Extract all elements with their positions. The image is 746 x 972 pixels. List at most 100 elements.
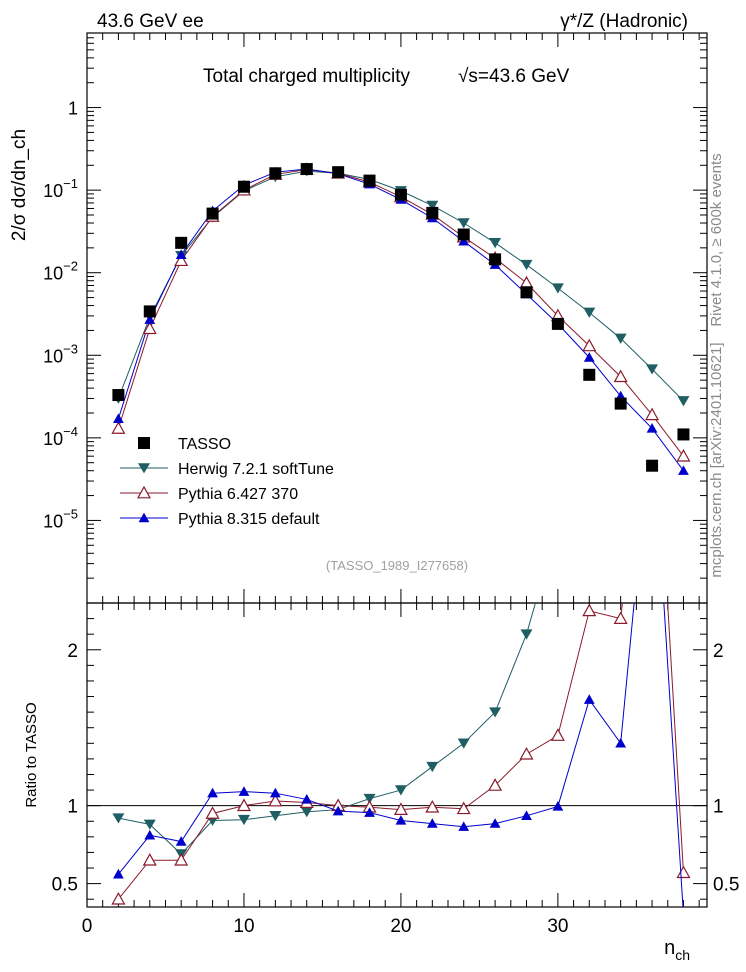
x-tick-label: 20 xyxy=(390,916,411,937)
ratio-point-pythia-6-427-370 xyxy=(393,802,408,815)
main-point-tasso xyxy=(520,286,533,299)
main-line-pythia-6-427-370 xyxy=(117,168,684,457)
main-point-tasso xyxy=(583,368,596,381)
ratio-point-herwig-7-2-1-softtune xyxy=(552,520,564,530)
ratio-point-pythia-8-315-default xyxy=(364,807,375,817)
ratio-point-pythia-8-315-default xyxy=(144,829,156,840)
main-point-tasso xyxy=(363,174,376,187)
main-point-herwig-7-2-1-softtune xyxy=(520,259,533,271)
legend-label-pythia-6-427-370: Pythia 6.427 370 xyxy=(178,486,298,503)
ratio-point-pythia-8-315-default xyxy=(175,836,187,846)
main-point-pythia-6-427-370 xyxy=(174,253,189,267)
main-point-pythia-8-315-default xyxy=(678,465,689,475)
main-point-tasso xyxy=(143,305,156,318)
legend-label-pythia-8-315-default: Pythia 8.315 default xyxy=(178,511,320,528)
main-point-tasso xyxy=(646,459,659,472)
main-y-tick-label: 10−5 xyxy=(43,506,78,531)
main-point-tasso xyxy=(489,253,502,266)
main-point-herwig-7-2-1-softtune xyxy=(551,283,564,294)
ratio-point-pythia-8-315-default xyxy=(426,818,438,828)
main-point-tasso xyxy=(300,163,313,176)
ratio-point-pythia-6-427-370 xyxy=(646,332,658,343)
main-point-tasso xyxy=(112,389,125,402)
main-point-pythia-6-427-370 xyxy=(142,321,157,335)
header-right-label: γ*/Z (Hadronic) xyxy=(560,11,688,32)
ratio-point-herwig-7-2-1-softtune xyxy=(112,813,125,824)
main-point-pythia-6-427-370 xyxy=(111,421,126,434)
ratio-point-herwig-7-2-1-softtune xyxy=(363,793,376,805)
ratio-point-pythia-6-427-370 xyxy=(519,746,534,760)
x-axis-title-subscript: ch xyxy=(675,947,690,963)
ratio-point-pythia-8-315-default xyxy=(458,821,470,831)
ratio-point-pythia-6-427-370 xyxy=(425,799,440,813)
ratio-point-herwig-7-2-1-softtune xyxy=(300,807,313,818)
main-y-tick-label: 1 xyxy=(68,99,78,119)
ratio-panel-frame xyxy=(86,602,708,908)
legend-marker-pythia-6-427-370 xyxy=(136,485,152,499)
main-point-herwig-7-2-1-softtune xyxy=(489,238,502,249)
ratio-point-herwig-7-2-1-softtune xyxy=(457,738,470,749)
main-point-tasso xyxy=(206,207,219,220)
ratio-point-pythia-6-427-370 xyxy=(550,728,565,741)
main-point-pythia-8-315-default xyxy=(458,235,470,246)
ratio-point-pythia-6-427-370 xyxy=(488,778,503,791)
ratio-y-tick-label: 1 xyxy=(67,797,78,818)
main-point-tasso xyxy=(394,188,407,201)
main-y-tick-label: 10−4 xyxy=(43,424,78,449)
ratio-point-pythia-8-315-default xyxy=(207,787,218,798)
ratio-point-pythia-6-427-370 xyxy=(676,865,691,879)
main-point-tasso xyxy=(551,317,564,330)
ratio-point-pythia-6-427-370 xyxy=(174,852,189,866)
header-left-label: 43.6 GeV ee xyxy=(97,11,204,32)
ratio-point-pythia-6-427-370 xyxy=(142,852,157,866)
main-point-tasso xyxy=(426,206,439,219)
main-point-tasso xyxy=(332,166,345,179)
tick-label-exponent: −1 xyxy=(63,176,78,191)
ratio-point-pythia-8-315-default xyxy=(238,786,250,796)
main-point-tasso xyxy=(175,236,188,249)
x-tick-label: 0 xyxy=(82,916,93,937)
ratio-point-pythia-8-315-default xyxy=(332,805,344,816)
tick-label-exponent: −3 xyxy=(63,341,78,356)
x-tick-label: 30 xyxy=(547,916,568,937)
ratio-point-herwig-7-2-1-softtune xyxy=(489,707,502,718)
main-point-pythia-6-427-370 xyxy=(676,448,691,462)
ratio-point-pythia-8-315-default xyxy=(269,787,281,798)
main-y-tick-label: 10−3 xyxy=(43,341,78,366)
ratio-point-pythia-8-315-default xyxy=(301,794,313,804)
main-y-axis-title: 2/σ dσ/dn_ch xyxy=(9,129,30,241)
ratio-y-tick-label: 2 xyxy=(67,641,78,662)
ratio-point-pythia-6-427-370 xyxy=(205,806,220,819)
plot-title: Total charged multiplicity xyxy=(203,66,410,87)
main-point-tasso xyxy=(457,228,470,241)
ratio-point-pythia-6-427-370 xyxy=(613,611,628,624)
tick-label-exponent: −4 xyxy=(63,424,78,439)
ratio-point-pythia-8-315-default xyxy=(615,737,627,748)
ratio-point-pythia-6-427-370 xyxy=(111,891,126,905)
ratio-point-herwig-7-2-1-softtune xyxy=(520,629,533,640)
rivet-version-label: Rivet 4.1.0, ≥ 600k events xyxy=(708,153,725,326)
energy-label: √s=43.6 GeV xyxy=(458,66,570,87)
ratio-y-tick-label: 0.5 xyxy=(52,875,78,896)
tick-label-exponent: −5 xyxy=(63,506,78,521)
ratio-point-pythia-8-315-default xyxy=(521,810,532,820)
ratio-point-pythia-6-427-370 xyxy=(456,801,471,815)
legend-label-herwig-7-2-1-softtune: Herwig 7.2.1 softTune xyxy=(178,461,334,478)
main-point-tasso xyxy=(614,397,627,410)
ratio-point-pythia-8-315-default xyxy=(489,818,501,828)
main-point-pythia-6-427-370 xyxy=(582,338,597,352)
ratio-point-herwig-7-2-1-softtune xyxy=(394,785,407,796)
main-point-tasso xyxy=(677,428,690,441)
x-tick-label: 10 xyxy=(233,916,254,937)
legend-marker-herwig-7-2-1-softtune xyxy=(138,463,150,474)
main-point-pythia-8-315-default xyxy=(112,413,124,424)
ratio-line-pythia-6-427-370 xyxy=(118,603,684,900)
ratio-point-pythia-8-315-default xyxy=(583,694,595,704)
ratio-point-pythia-8-315-default xyxy=(395,815,407,825)
ratio-y-tick-label-right: 2 xyxy=(713,641,724,662)
main-y-tick-label: 10−2 xyxy=(43,259,78,284)
main-point-pythia-8-315-default xyxy=(175,249,187,259)
ratio-point-herwig-7-2-1-softtune xyxy=(143,819,156,830)
legend-marker-tasso xyxy=(138,437,150,449)
ratio-y-tick-label-right: 1 xyxy=(713,797,724,818)
